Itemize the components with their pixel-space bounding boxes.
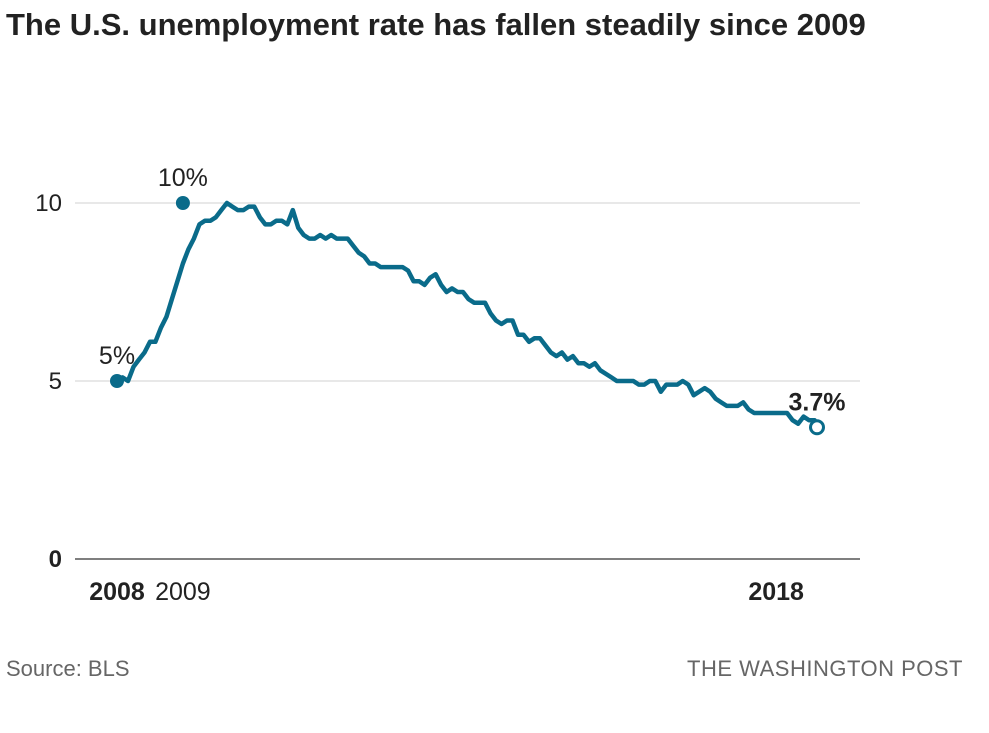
x-axis-tick-labels: 2008 2009 2018 (89, 578, 804, 606)
y-tick-label: 5 (49, 368, 62, 395)
point-annotation-label: 5% (99, 342, 135, 370)
point-annotation-label: 3.7% (789, 388, 846, 416)
y-axis-tick-labels: 10 5 0 (35, 190, 62, 573)
series-layer (114, 200, 820, 430)
source-note: Source: BLS (6, 656, 130, 681)
point-annotation-label: 10% (158, 164, 208, 192)
chart-title: The U.S. unemployment rate has fallen st… (6, 7, 866, 42)
point-marker (110, 374, 124, 388)
y-tick-label: 10 (35, 190, 62, 217)
annotations: 5% 10% 3.7% (99, 164, 846, 436)
x-tick-label: 2009 (155, 578, 211, 606)
gridlines (75, 202, 860, 560)
x-tick-label: 2008 (89, 578, 145, 606)
unemployment-rate-line (114, 200, 820, 430)
y-tick-label: 0 (49, 546, 62, 573)
endpoint-marker (809, 419, 825, 436)
publisher-credit: THE WASHINGTON POST (687, 656, 963, 681)
x-tick-label: 2018 (748, 578, 804, 606)
point-marker (175, 196, 190, 210)
